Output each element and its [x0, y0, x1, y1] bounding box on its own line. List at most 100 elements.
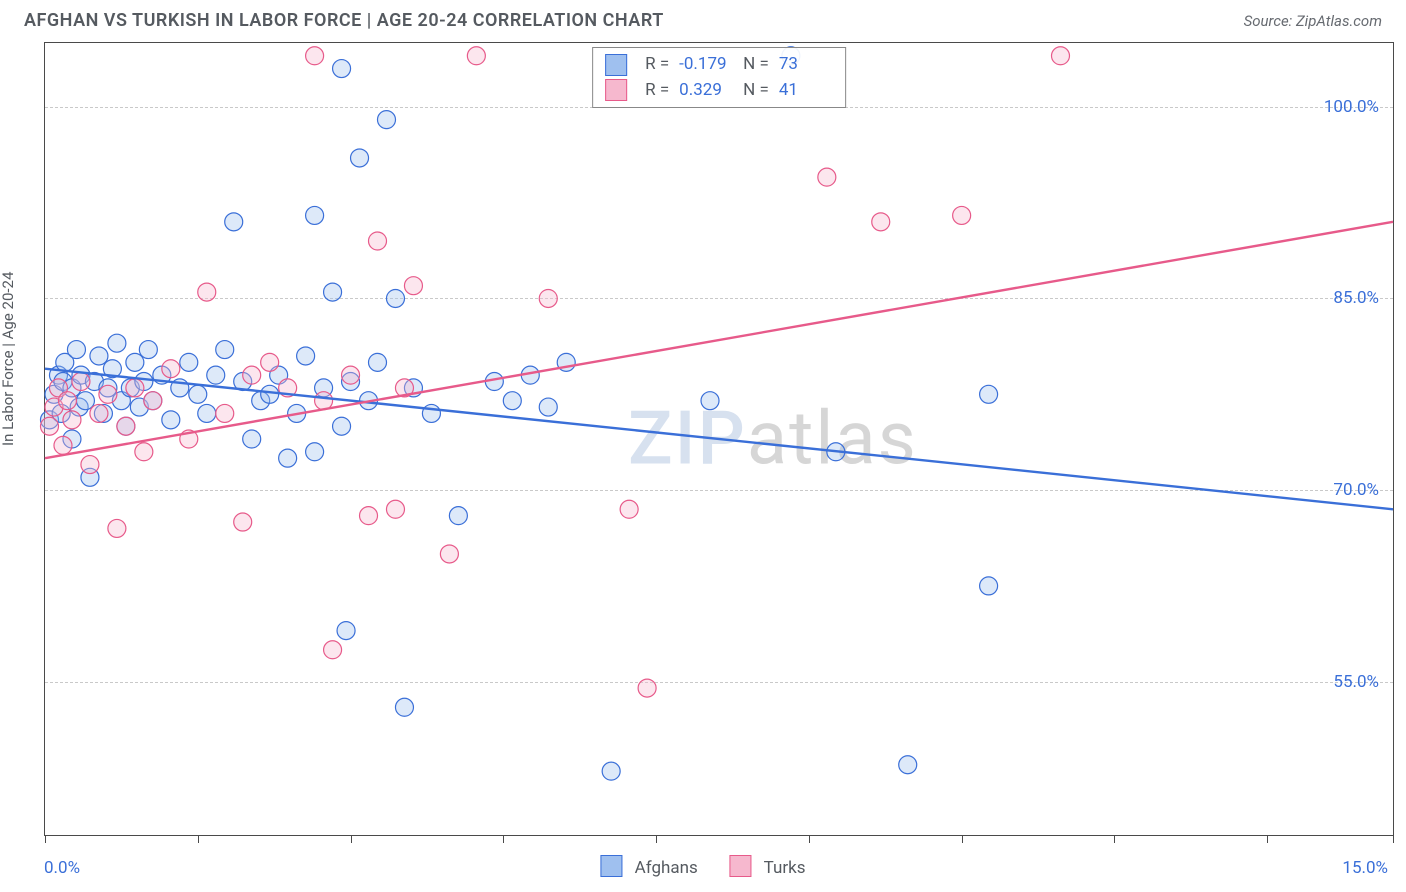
x-tick: [656, 835, 657, 843]
scatter-point-turks: [467, 47, 485, 65]
scatter-point-turks: [198, 283, 216, 301]
scatter-point-afghans: [980, 385, 998, 403]
scatter-point-afghans: [369, 353, 387, 371]
scatter-point-turks: [126, 379, 144, 397]
legend-label-afghans: Afghans: [635, 858, 698, 878]
legend-item-afghans: Afghans: [600, 855, 697, 878]
scatter-point-turks: [360, 507, 378, 525]
x-tick: [198, 835, 199, 843]
scatter-point-afghans: [279, 449, 297, 467]
scatter-point-turks: [369, 232, 387, 250]
swatch-turks: [605, 79, 627, 101]
scatter-point-afghans: [539, 398, 557, 416]
legend-bottom: Afghans Turks: [600, 855, 805, 878]
scatter-point-turks: [953, 206, 971, 224]
scatter-point-afghans: [297, 347, 315, 365]
stat-r-afghans: -0.179: [679, 52, 733, 78]
scatter-point-turks: [58, 392, 76, 410]
legend-label-turks: Turks: [764, 858, 806, 878]
scatter-point-turks: [315, 392, 333, 410]
scatter-point-afghans: [395, 698, 413, 716]
scatter-point-turks: [162, 360, 180, 378]
scatter-point-turks: [144, 392, 162, 410]
scatter-point-afghans: [980, 577, 998, 595]
x-tick: [45, 835, 46, 843]
scatter-point-afghans: [333, 60, 351, 78]
scatter-point-afghans: [225, 213, 243, 231]
scatter-point-turks: [261, 353, 279, 371]
x-tick: [962, 835, 963, 843]
plot-area: ZIPatlas R = -0.179 N = 73 R = 0.329 N =…: [44, 42, 1394, 836]
stat-n-turks: 41: [779, 78, 833, 104]
scatter-point-turks: [81, 456, 99, 474]
stat-n-afghans: 73: [779, 52, 833, 78]
scatter-point-turks: [539, 289, 557, 307]
scatter-point-afghans: [602, 762, 620, 780]
source-label: Source: ZipAtlas.com: [1244, 12, 1382, 30]
scatter-point-afghans: [216, 341, 234, 359]
scatter-point-afghans: [377, 111, 395, 129]
scatter-point-afghans: [108, 334, 126, 352]
scatter-point-turks: [90, 404, 108, 422]
scatter-point-afghans: [306, 443, 324, 461]
scatter-point-afghans: [306, 206, 324, 224]
stats-row-afghans: R = -0.179 N = 73: [605, 52, 833, 78]
scatter-point-afghans: [126, 353, 144, 371]
scatter-point-afghans: [207, 366, 225, 384]
scatter-point-afghans: [449, 507, 467, 525]
scatter-point-turks: [324, 641, 342, 659]
scatter-point-turks: [818, 168, 836, 186]
scatter-point-turks: [404, 277, 422, 295]
x-axis-min-label: 0.0%: [44, 858, 80, 878]
scatter-point-turks: [620, 500, 638, 518]
y-tick-label: 70.0%: [1333, 480, 1379, 500]
scatter-point-afghans: [337, 622, 355, 640]
scatter-point-afghans: [139, 341, 157, 359]
x-axis-max-label: 15.0%: [1342, 858, 1388, 878]
regression-line-turks: [45, 222, 1393, 458]
stat-r-turks: 0.329: [679, 78, 733, 104]
x-tick: [1393, 835, 1394, 843]
scatter-point-turks: [440, 545, 458, 563]
scatter-point-afghans: [189, 385, 207, 403]
scatter-point-afghans: [422, 404, 440, 422]
y-axis-label: In Labor Force | Age 20-24: [0, 272, 17, 446]
y-tick-label: 100.0%: [1324, 97, 1379, 117]
scatter-point-afghans: [180, 353, 198, 371]
x-tick: [351, 835, 352, 843]
x-tick: [503, 835, 504, 843]
scatter-point-afghans: [261, 385, 279, 403]
scatter-point-afghans: [386, 289, 404, 307]
scatter-point-turks: [54, 436, 72, 454]
scatter-point-afghans: [198, 404, 216, 422]
scatter-point-turks: [872, 213, 890, 231]
y-tick-label: 85.0%: [1333, 288, 1379, 308]
y-tick-label: 55.0%: [1333, 672, 1379, 692]
stats-legend-box: R = -0.179 N = 73 R = 0.329 N = 41: [592, 47, 846, 108]
scatter-point-afghans: [76, 392, 94, 410]
scatter-point-afghans: [162, 411, 180, 429]
scatter-point-turks: [638, 679, 656, 697]
scatter-point-afghans: [351, 149, 369, 167]
x-tick: [809, 835, 810, 843]
scatter-point-afghans: [899, 756, 917, 774]
scatter-point-turks: [63, 411, 81, 429]
scatter-svg: [45, 43, 1393, 835]
scatter-point-turks: [99, 385, 117, 403]
scatter-point-turks: [1051, 47, 1069, 65]
scatter-point-turks: [40, 417, 58, 435]
scatter-point-turks: [135, 443, 153, 461]
scatter-point-turks: [216, 404, 234, 422]
scatter-point-afghans: [333, 417, 351, 435]
legend-item-turks: Turks: [730, 855, 806, 878]
scatter-point-afghans: [90, 347, 108, 365]
swatch-afghans: [605, 54, 627, 76]
legend-swatch-afghans: [600, 855, 622, 877]
scatter-point-afghans: [243, 430, 261, 448]
x-tick: [1267, 835, 1268, 843]
scatter-point-turks: [306, 47, 324, 65]
stats-row-turks: R = 0.329 N = 41: [605, 78, 833, 104]
scatter-point-turks: [234, 513, 252, 531]
scatter-point-afghans: [503, 392, 521, 410]
scatter-point-turks: [117, 417, 135, 435]
